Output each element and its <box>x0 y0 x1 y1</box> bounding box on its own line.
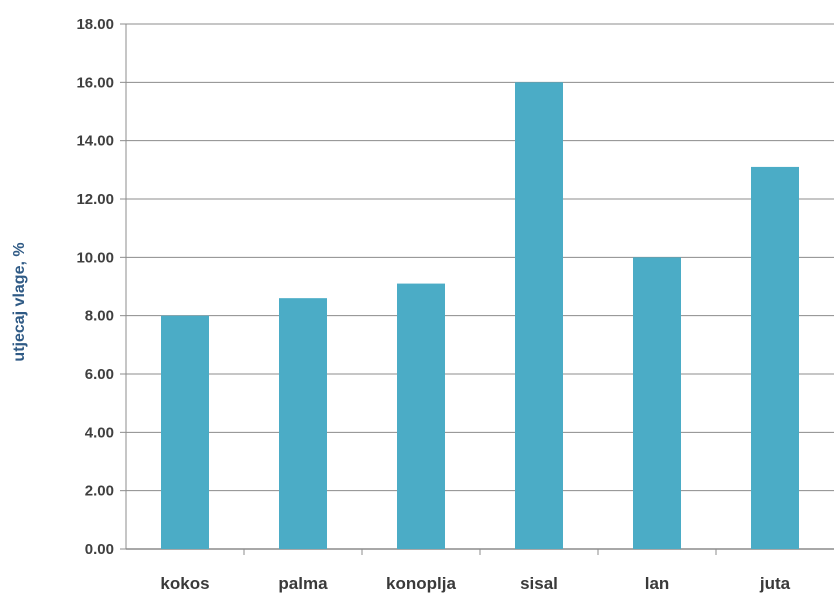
y-tick-label: 18.00 <box>76 16 114 33</box>
y-tick-label: 12.00 <box>76 191 114 208</box>
y-tick-label: 2.00 <box>85 483 114 500</box>
y-tick-label: 0.00 <box>85 541 114 558</box>
x-tick-label: konoplja <box>386 574 456 593</box>
x-axis-ticks: kokos palma konoplja sisal lan juta <box>160 574 790 593</box>
y-tick-label: 4.00 <box>85 424 114 441</box>
y-tick-label: 16.00 <box>76 74 114 91</box>
y-tick-label: 8.00 <box>85 308 114 325</box>
x-tick-label: kokos <box>160 574 209 593</box>
bar-kokos <box>161 315 209 549</box>
gridlines <box>120 23 834 555</box>
x-tick-label: juta <box>759 574 791 593</box>
x-tick-label: lan <box>645 574 670 593</box>
y-axis-ticks: 0.00 2.00 4.00 6.00 8.00 10.00 12.00 14.00 16.00… <box>76 16 114 558</box>
bar-palma <box>279 298 327 549</box>
x-tick-label: sisal <box>520 574 558 593</box>
bar-konoplja <box>397 283 445 549</box>
y-tick-label: 14.00 <box>76 133 114 150</box>
bar-sisal <box>515 82 563 549</box>
bars <box>161 82 799 549</box>
bar-lan <box>633 257 681 549</box>
x-tick-label: palma <box>278 574 328 593</box>
bar-juta <box>751 166 799 549</box>
y-axis-title: utjecaj vlage, % <box>11 242 28 361</box>
y-tick-label: 10.00 <box>76 249 114 266</box>
y-tick-label: 6.00 <box>85 366 114 383</box>
